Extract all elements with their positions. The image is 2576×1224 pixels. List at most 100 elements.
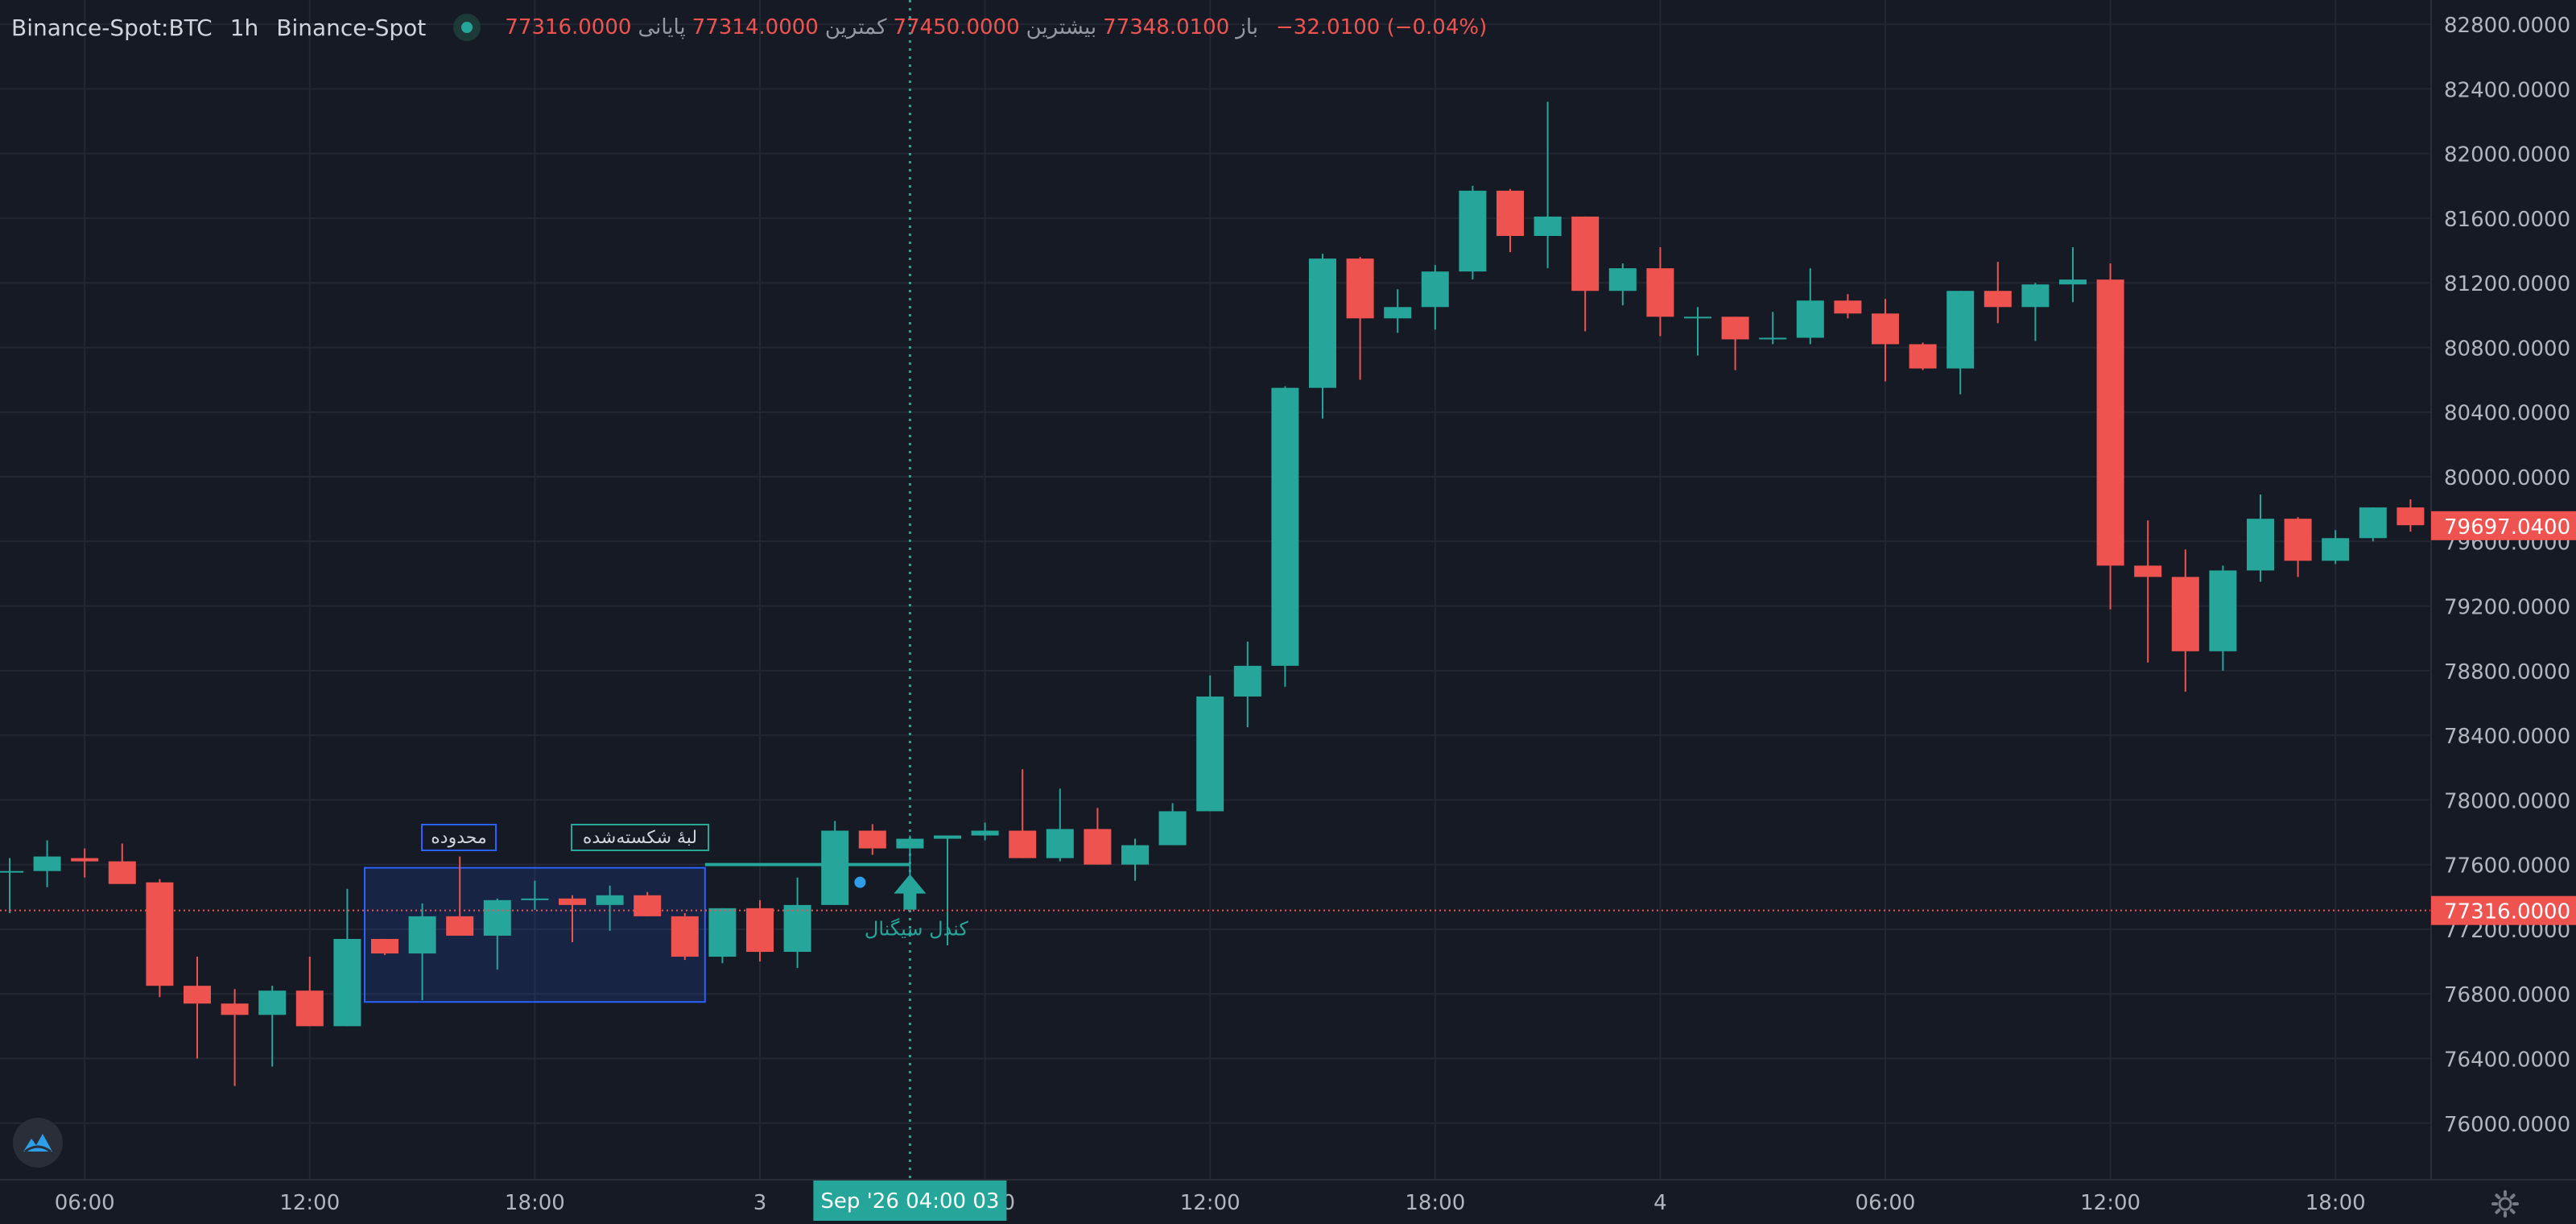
candle-body xyxy=(1608,268,1637,292)
candle-body xyxy=(1796,300,1824,338)
candle-body xyxy=(1759,337,1787,340)
candle-body xyxy=(596,895,624,905)
candle-body xyxy=(71,858,99,862)
time-tick-label: 4 xyxy=(1653,1191,1667,1215)
candle-body xyxy=(483,899,511,936)
candle-body xyxy=(746,908,774,953)
candle-body xyxy=(1459,190,1487,272)
high-value: 77450.0000 xyxy=(893,15,1020,39)
price-tick-label: 80000.0000 xyxy=(2444,466,2570,490)
candle-body xyxy=(1721,316,1749,340)
candle-body xyxy=(1009,830,1037,858)
candle-body xyxy=(333,938,361,1027)
candle-body xyxy=(821,830,849,905)
price-axis[interactable]: 76000.000076400.000076800.000077200.0000… xyxy=(2444,14,2570,1137)
candle-body xyxy=(934,835,961,839)
candle-body xyxy=(108,861,136,884)
marked-price-tag: 77316.0000 xyxy=(2444,900,2570,924)
close-label: پایانی xyxy=(638,15,686,39)
change-value: −32.0100 (−0.04%) xyxy=(1276,15,1488,39)
candle-body xyxy=(258,990,287,1015)
high-label: بیشترین xyxy=(1026,15,1097,39)
candles-layer xyxy=(0,101,2425,1086)
settings-gear-icon[interactable] xyxy=(2489,1188,2521,1220)
candle-body xyxy=(221,1003,249,1015)
timeframe[interactable]: 1h xyxy=(229,14,259,41)
time-tick-label: 12:00 xyxy=(2080,1191,2140,1215)
candle-body xyxy=(371,938,398,954)
symbol-name[interactable]: Binance-Spot:BTC xyxy=(11,14,213,41)
candle-body xyxy=(896,838,924,849)
candle-body xyxy=(971,830,999,836)
time-tick-label: 3 xyxy=(753,1191,767,1215)
candle-body xyxy=(446,916,474,936)
candle-body xyxy=(33,856,61,871)
candle-body xyxy=(1909,344,1937,369)
candle-body xyxy=(671,916,699,957)
candle-body xyxy=(2284,519,2312,561)
chart-header: Binance-Spot:BTC 1h Binance-Spot باز 773… xyxy=(11,11,1487,43)
time-tick-label: 06:00 xyxy=(1856,1191,1916,1215)
price-tick-label: 82000.0000 xyxy=(2444,143,2570,167)
range-label-box[interactable] xyxy=(421,824,497,851)
time-tick-label: 12:00 xyxy=(279,1191,340,1215)
candle-body xyxy=(1158,811,1187,846)
candle-body xyxy=(1384,307,1412,319)
signal-arrow-icon xyxy=(894,874,927,910)
price-tags: 79697.0400 77316.0000 Sep '26 04:00 03 xyxy=(813,511,2576,1221)
candle-body xyxy=(858,830,886,849)
exchange-name: Binance-Spot xyxy=(276,14,427,41)
candle-body xyxy=(1684,316,1711,319)
signal-label: کندل سیگنال xyxy=(865,918,969,941)
time-tick-label: 06:00 xyxy=(55,1191,115,1215)
price-tick-label: 82400.0000 xyxy=(2444,78,2570,102)
marked-price-tag-box xyxy=(2431,895,2576,925)
price-tick-label: 78800.0000 xyxy=(2444,660,2570,684)
candle-body xyxy=(2096,279,2124,566)
candle-body xyxy=(1233,665,1261,697)
candle-body xyxy=(634,895,662,916)
candle-body xyxy=(2021,284,2050,308)
candle-body xyxy=(708,908,737,957)
ohlc-values: باز 77348.0100 بیشترین 77450.0000 کمترین… xyxy=(505,15,1265,39)
breakout-label-box[interactable] xyxy=(571,824,709,851)
current-price-tag: 79697.0400 xyxy=(2444,515,2570,540)
candle-body xyxy=(521,898,549,900)
candle-body xyxy=(1946,291,1975,369)
low-label: کمترین xyxy=(824,15,887,39)
candle-body xyxy=(1496,190,1524,236)
range-label: محدوده xyxy=(431,828,486,848)
candle-body xyxy=(2322,538,2350,561)
price-tick-label: 76800.0000 xyxy=(2444,983,2570,1007)
crosshair-time-label: Sep '26 04:00 03 xyxy=(820,1189,999,1214)
candle-body xyxy=(2209,570,2237,651)
candle-body xyxy=(1984,291,2012,308)
candle-body xyxy=(1271,387,1299,666)
candle-body xyxy=(295,990,324,1027)
price-tick-label: 79200.0000 xyxy=(2444,596,2570,620)
price-tick-label: 78000.0000 xyxy=(2444,789,2570,813)
candle-body xyxy=(1534,216,1562,236)
candle-body xyxy=(559,898,586,905)
crosshair-time-box xyxy=(813,1181,1007,1221)
candle-body xyxy=(1571,216,1600,292)
candle-body xyxy=(2247,519,2274,571)
candle-body xyxy=(1346,258,1374,319)
candle-body xyxy=(184,986,211,1004)
candle-body xyxy=(1872,313,1899,345)
price-tick-label: 81600.0000 xyxy=(2444,208,2570,232)
chart-logo-icon[interactable] xyxy=(13,1118,63,1168)
price-tick-label: 81200.0000 xyxy=(2444,272,2570,296)
candle-body xyxy=(1196,696,1224,812)
open-label: باز xyxy=(1236,15,1258,39)
candle-body xyxy=(1309,258,1336,388)
candle-body xyxy=(408,916,436,954)
candle-body xyxy=(1646,268,1674,317)
time-tick-label: 18:00 xyxy=(2306,1191,2366,1215)
candle-body xyxy=(2134,565,2162,577)
candle-body xyxy=(1121,845,1149,865)
time-tick-label: 12:00 xyxy=(1180,1191,1241,1215)
breakout-label: لبهٔ شکسته‌شده xyxy=(583,828,697,848)
candle-body xyxy=(1834,300,1862,314)
